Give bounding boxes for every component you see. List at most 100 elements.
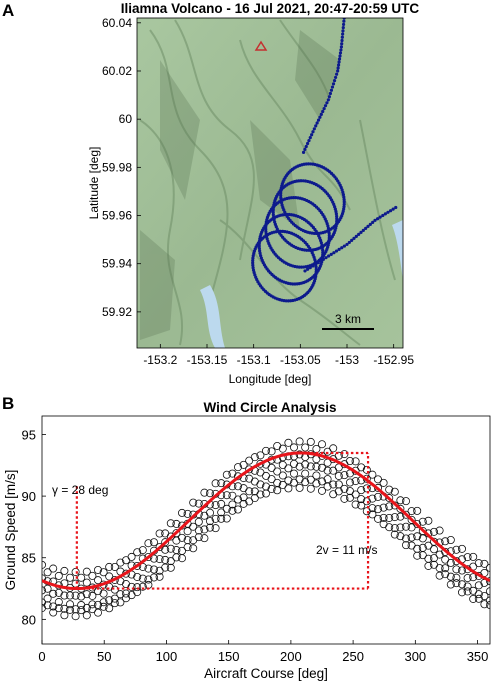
ground-speed-point bbox=[133, 561, 142, 570]
track-point bbox=[319, 112, 323, 116]
ground-speed-point bbox=[256, 451, 265, 460]
ground-speed-point bbox=[385, 523, 394, 532]
track-point bbox=[341, 26, 345, 30]
ground-speed-point bbox=[110, 599, 119, 608]
track-point bbox=[366, 224, 370, 228]
ground-speed-point bbox=[228, 491, 237, 500]
ground-speed-point bbox=[110, 585, 119, 594]
ground-speed-point bbox=[446, 535, 455, 544]
track-point bbox=[326, 224, 330, 228]
plot-y-tick-label: 95 bbox=[22, 427, 36, 442]
ground-speed-point bbox=[469, 573, 478, 582]
ground-speed-point bbox=[200, 534, 209, 543]
ground-speed-point bbox=[295, 483, 304, 492]
ground-speed-point bbox=[413, 506, 422, 515]
ground-speed-point bbox=[71, 612, 80, 621]
map-y-axis-label: Latitude [deg] bbox=[87, 147, 101, 220]
track-point bbox=[342, 195, 346, 199]
map-frame bbox=[136, 17, 404, 349]
ground-speed-point bbox=[278, 471, 287, 480]
track-point bbox=[320, 246, 324, 250]
ground-speed-point bbox=[323, 466, 332, 475]
ground-speed-point bbox=[261, 446, 270, 455]
ground-speed-point bbox=[429, 545, 438, 554]
track-point bbox=[314, 124, 318, 128]
track-point bbox=[315, 232, 320, 236]
track-point bbox=[301, 150, 306, 154]
ground-speed-point bbox=[452, 545, 461, 554]
ground-speed-points bbox=[42, 437, 490, 621]
ground-speed-point bbox=[49, 602, 58, 611]
ground-speed-point bbox=[177, 533, 186, 542]
ground-speed-point bbox=[424, 541, 433, 550]
track-point bbox=[335, 219, 339, 223]
ground-speed-point bbox=[43, 594, 52, 603]
ground-speed-point bbox=[396, 523, 405, 532]
track-point bbox=[312, 127, 316, 131]
track-point bbox=[368, 222, 372, 226]
ground-speed-point bbox=[329, 466, 338, 475]
ground-speed-point bbox=[211, 501, 220, 510]
track-point bbox=[311, 264, 315, 268]
ground-speed-point bbox=[49, 564, 58, 573]
panel-a-label: A bbox=[2, 1, 14, 20]
panel-b: B Wind Circle Analysis γ = 28 deg 2v = 1… bbox=[2, 394, 491, 681]
ground-speed-point bbox=[273, 486, 282, 495]
track-point bbox=[334, 209, 338, 214]
ground-speed-point bbox=[127, 582, 136, 591]
track-point bbox=[330, 85, 335, 89]
plot-x-axis-label: Aircraft Course [deg] bbox=[204, 666, 328, 681]
track-point bbox=[326, 226, 331, 230]
track-point bbox=[335, 217, 339, 221]
track-point bbox=[324, 256, 328, 260]
track-point bbox=[322, 215, 326, 219]
map-x-tick-label: -153 bbox=[335, 353, 359, 367]
ground-speed-point bbox=[172, 519, 181, 528]
ground-speed-point bbox=[390, 487, 399, 496]
terrain-shadows bbox=[140, 30, 340, 340]
plot-x-tick-label: 50 bbox=[97, 649, 111, 664]
ground-speed-point bbox=[99, 602, 108, 611]
panel-b-label: B bbox=[2, 394, 14, 413]
ground-speed-point bbox=[94, 608, 103, 617]
ground-speed-point bbox=[88, 600, 97, 609]
ground-speed-point bbox=[116, 598, 125, 607]
ground-speed-point bbox=[284, 484, 293, 493]
ground-speed-point bbox=[228, 500, 237, 509]
track-point bbox=[314, 270, 318, 274]
ground-speed-point bbox=[424, 516, 433, 525]
map-y-tick-label: 59.98 bbox=[102, 160, 132, 174]
ground-speed-point bbox=[166, 519, 175, 528]
ground-speed-point bbox=[49, 608, 58, 617]
ground-speed-point bbox=[54, 598, 63, 607]
ground-speed-point bbox=[301, 469, 310, 478]
plot-y-ticks: 95 90 85 80 bbox=[22, 427, 46, 627]
ground-speed-point bbox=[486, 577, 490, 586]
track-point bbox=[378, 215, 382, 219]
ground-speed-point bbox=[122, 589, 131, 598]
ground-speed-point bbox=[183, 509, 192, 518]
ground-speed-point bbox=[273, 467, 282, 476]
ground-speed-point bbox=[60, 611, 69, 620]
ground-speed-point bbox=[211, 479, 220, 488]
track-point bbox=[361, 228, 365, 232]
track-point bbox=[303, 269, 307, 273]
ground-speed-point bbox=[306, 484, 315, 493]
ground-speed-point bbox=[49, 589, 58, 598]
ground-speed-point bbox=[189, 498, 198, 507]
track-point bbox=[388, 209, 393, 213]
ground-speed-point bbox=[379, 503, 388, 512]
ground-speed-point bbox=[155, 555, 164, 564]
ground-speed-point bbox=[357, 495, 366, 504]
ground-speed-point bbox=[306, 462, 315, 471]
track-point bbox=[321, 253, 325, 257]
track-point bbox=[336, 66, 340, 70]
track-point bbox=[327, 254, 331, 258]
volcano-summit-marker bbox=[254, 40, 268, 51]
ground-speed-point bbox=[256, 459, 265, 468]
map-x-axis-label: Longitude [deg] bbox=[229, 372, 312, 386]
ground-speed-point bbox=[396, 512, 405, 521]
ground-speed-point bbox=[463, 573, 472, 582]
ground-speed-point bbox=[418, 534, 427, 543]
ground-speed-point bbox=[396, 496, 405, 505]
